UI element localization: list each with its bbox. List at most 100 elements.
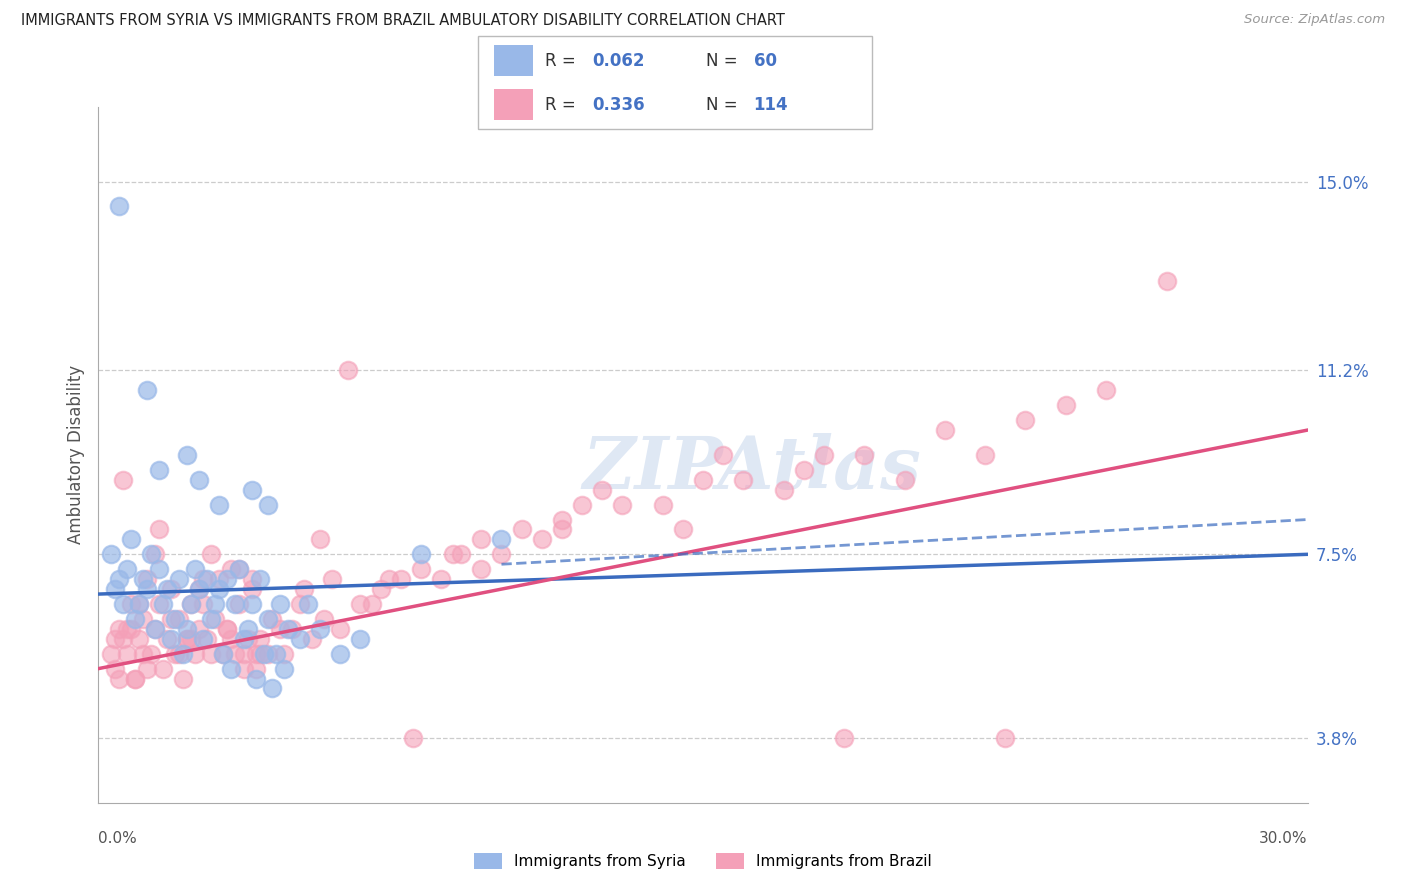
Point bbox=[212, 647, 235, 661]
Point bbox=[893, 473, 915, 487]
Point bbox=[135, 572, 157, 586]
Point bbox=[256, 612, 278, 626]
Point bbox=[152, 662, 174, 676]
Point bbox=[128, 597, 150, 611]
Point bbox=[163, 647, 186, 661]
Point bbox=[228, 597, 250, 611]
Point bbox=[135, 662, 157, 676]
Point bbox=[132, 612, 155, 626]
Point bbox=[103, 662, 125, 676]
Point bbox=[1054, 398, 1077, 412]
Point bbox=[813, 448, 835, 462]
FancyBboxPatch shape bbox=[494, 89, 533, 120]
Text: 0.062: 0.062 bbox=[592, 52, 645, 70]
Point bbox=[217, 622, 239, 636]
Point bbox=[260, 612, 283, 626]
Point bbox=[409, 562, 432, 576]
Point bbox=[208, 572, 231, 586]
Point bbox=[470, 533, 492, 547]
Point bbox=[180, 597, 202, 611]
Point bbox=[217, 572, 239, 586]
Point bbox=[100, 547, 122, 561]
Point bbox=[853, 448, 876, 462]
Point bbox=[249, 632, 271, 646]
Point bbox=[232, 632, 254, 646]
Point bbox=[273, 647, 295, 661]
Point bbox=[143, 622, 166, 636]
Point bbox=[470, 562, 492, 576]
Point bbox=[292, 582, 315, 596]
Point bbox=[135, 384, 157, 398]
Point bbox=[273, 662, 295, 676]
Point bbox=[193, 632, 215, 646]
FancyBboxPatch shape bbox=[478, 36, 872, 129]
Point bbox=[240, 597, 263, 611]
Point bbox=[269, 622, 291, 636]
Point bbox=[188, 622, 211, 636]
Point bbox=[301, 632, 323, 646]
Point bbox=[221, 562, 243, 576]
Point bbox=[253, 647, 276, 661]
Point bbox=[208, 582, 231, 596]
Point bbox=[176, 448, 198, 462]
Point bbox=[733, 473, 755, 487]
Point bbox=[167, 647, 190, 661]
Point bbox=[232, 647, 254, 661]
Point bbox=[281, 622, 304, 636]
Point bbox=[180, 597, 202, 611]
Point bbox=[111, 632, 134, 646]
Point bbox=[128, 597, 150, 611]
Point bbox=[184, 647, 207, 661]
Text: ZIPAtlas: ZIPAtlas bbox=[582, 434, 921, 504]
Point bbox=[167, 612, 190, 626]
Text: N =: N = bbox=[706, 52, 744, 70]
Point bbox=[651, 498, 673, 512]
Point bbox=[148, 562, 170, 576]
Point bbox=[204, 597, 226, 611]
Point bbox=[249, 572, 271, 586]
Text: N =: N = bbox=[706, 96, 744, 114]
Point bbox=[571, 498, 593, 512]
Point bbox=[200, 612, 222, 626]
Text: R =: R = bbox=[546, 52, 581, 70]
Point bbox=[793, 463, 815, 477]
Point bbox=[107, 622, 129, 636]
Point bbox=[370, 582, 392, 596]
Point bbox=[180, 632, 202, 646]
Point bbox=[245, 647, 267, 661]
Point bbox=[245, 662, 267, 676]
Point bbox=[193, 572, 215, 586]
Point bbox=[329, 647, 352, 661]
Point bbox=[184, 562, 207, 576]
Point bbox=[160, 612, 183, 626]
Point bbox=[321, 572, 343, 586]
Point bbox=[228, 562, 250, 576]
Point bbox=[309, 533, 332, 547]
Point bbox=[103, 632, 125, 646]
Point bbox=[193, 597, 215, 611]
Point bbox=[148, 523, 170, 537]
Point bbox=[103, 582, 125, 596]
Point bbox=[974, 448, 997, 462]
Point bbox=[111, 597, 134, 611]
Point bbox=[430, 572, 453, 586]
Point bbox=[221, 632, 243, 646]
Point bbox=[224, 647, 246, 661]
Point bbox=[139, 547, 162, 561]
Point bbox=[100, 647, 122, 661]
Point bbox=[128, 632, 150, 646]
Point bbox=[612, 498, 634, 512]
Point bbox=[450, 547, 472, 561]
Point bbox=[120, 597, 142, 611]
Point bbox=[711, 448, 734, 462]
Text: 60: 60 bbox=[754, 52, 776, 70]
Point bbox=[692, 473, 714, 487]
Point bbox=[491, 547, 513, 561]
Point bbox=[236, 632, 259, 646]
Point bbox=[188, 473, 211, 487]
Point bbox=[1095, 384, 1118, 398]
Point bbox=[228, 562, 250, 576]
Point bbox=[1156, 274, 1178, 288]
Text: 0.336: 0.336 bbox=[592, 96, 645, 114]
Point bbox=[389, 572, 412, 586]
